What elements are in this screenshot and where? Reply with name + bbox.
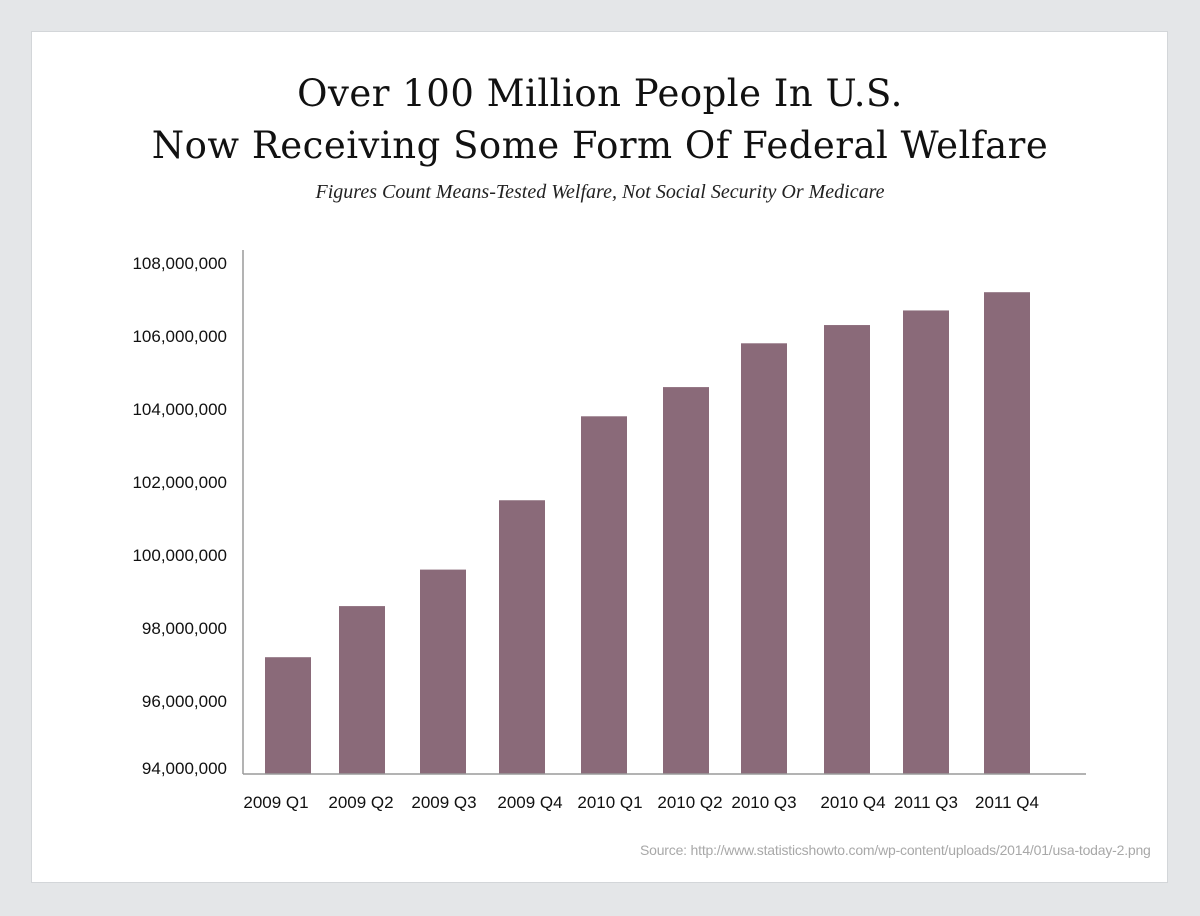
x-tick-label: 2009 Q1 <box>243 793 308 812</box>
y-tick-label: 98,000,000 <box>142 619 227 638</box>
x-tick-label: 2010 Q2 <box>657 793 722 812</box>
source-note: Source: http://www.statisticshowto.com/w… <box>640 842 1151 858</box>
bar-2009-q2 <box>339 606 385 774</box>
chart-title-line-1: Over 100 Million People In U.S. <box>297 72 903 115</box>
y-axis-tick-labels: 94,000,000 96,000,000 98,000,000 100,000,00… <box>132 254 227 778</box>
bar-2011-q4 <box>984 292 1030 774</box>
x-tick-label: 2011 Q4 <box>975 793 1039 812</box>
x-tick-label: 2011 Q3 <box>894 793 958 812</box>
x-axis-tick-labels: 2009 Q1 2009 Q2 2009 Q3 2009 Q4 2010 Q1 2010 … <box>243 793 1039 812</box>
chart-subtitle: Figures Count Means-Tested Welfare, Not … <box>315 181 885 203</box>
x-tick-label: 2009 Q4 <box>497 793 562 812</box>
bar-2009-q1 <box>265 657 311 774</box>
y-tick-label: 106,000,000 <box>132 327 227 346</box>
y-tick-label: 104,000,000 <box>132 400 227 419</box>
chart-title-line-2: Now Receiving Some Form Of Federal Welfa… <box>151 124 1049 167</box>
x-tick-label: 2009 Q3 <box>411 793 476 812</box>
bar-2009-q3 <box>420 569 466 774</box>
bar-2010-q1 <box>581 416 627 774</box>
bar-2010-q4 <box>824 325 870 774</box>
bar-2009-q4 <box>499 500 545 774</box>
y-tick-label: 94,000,000 <box>142 759 227 778</box>
y-tick-label: 102,000,000 <box>132 473 227 492</box>
x-tick-label: 2010 Q3 <box>731 793 796 812</box>
x-tick-label: 2010 Q1 <box>577 793 642 812</box>
bar-2011-q3 <box>903 310 949 774</box>
x-tick-label: 2010 Q4 <box>820 793 885 812</box>
y-tick-label: 108,000,000 <box>132 254 227 273</box>
bar-2010-q3 <box>741 343 787 774</box>
y-tick-label: 100,000,000 <box>132 546 227 565</box>
bars-group <box>265 292 1030 774</box>
y-tick-label: 96,000,000 <box>142 692 227 711</box>
bar-2010-q2 <box>663 387 709 774</box>
x-tick-label: 2009 Q2 <box>328 793 393 812</box>
